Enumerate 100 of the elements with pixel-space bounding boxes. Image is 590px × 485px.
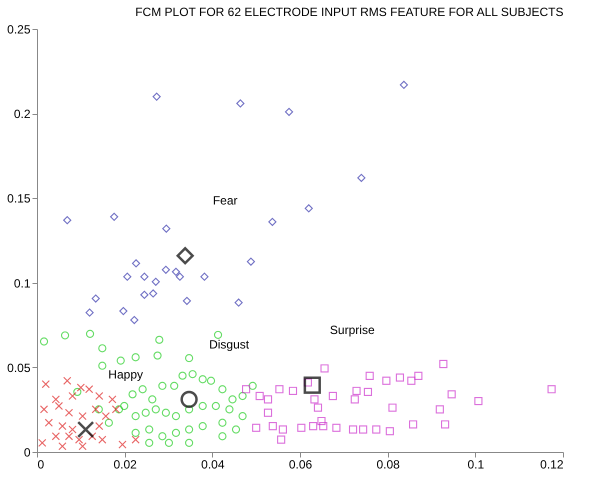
- point: [40, 337, 48, 346]
- point: [414, 372, 422, 380]
- point: [162, 266, 170, 274]
- annotation: Fear: [212, 194, 238, 208]
- point: [268, 422, 277, 430]
- point: [58, 442, 67, 450]
- point: [436, 405, 444, 414]
- point: [366, 372, 374, 380]
- point: [275, 385, 284, 394]
- point: [185, 354, 194, 362]
- point: [246, 258, 255, 266]
- point: [178, 372, 187, 380]
- point: [172, 428, 180, 437]
- point: [182, 296, 191, 305]
- point: [52, 395, 60, 404]
- x-tick-label: 0: [38, 458, 44, 472]
- point: [140, 290, 148, 299]
- point: [238, 392, 247, 400]
- point: [68, 392, 77, 400]
- point: [54, 402, 64, 410]
- point: [149, 289, 158, 298]
- point: [116, 356, 125, 365]
- annotation: Surprise: [330, 323, 375, 338]
- point: [94, 405, 103, 414]
- point: [152, 92, 161, 101]
- point: [58, 422, 67, 430]
- point: [236, 99, 244, 108]
- point: [132, 259, 140, 268]
- point: [104, 418, 113, 427]
- y-tick-label: 0: [24, 446, 31, 460]
- point: [256, 392, 264, 400]
- point: [328, 392, 337, 400]
- annotation: Happy: [108, 367, 143, 382]
- point: [278, 425, 287, 434]
- point: [73, 388, 82, 396]
- x-tick-label: 0.02: [113, 458, 138, 472]
- point: [40, 405, 48, 414]
- point: [359, 425, 368, 434]
- point: [119, 306, 128, 316]
- point: [232, 425, 240, 434]
- point: [170, 382, 178, 390]
- point: [158, 382, 166, 390]
- x-tick-label: 0.12: [540, 458, 564, 472]
- point: [138, 385, 147, 394]
- point: [180, 390, 198, 408]
- point: [198, 402, 207, 410]
- point: [98, 362, 106, 370]
- point: [172, 412, 180, 420]
- y-tick-label: 0.25: [7, 22, 31, 36]
- point: [382, 376, 390, 385]
- point: [364, 388, 372, 396]
- point: [350, 395, 359, 404]
- point: [123, 272, 132, 281]
- y-tick-label: 0.05: [7, 360, 31, 375]
- point: [42, 380, 50, 388]
- point: [76, 420, 94, 438]
- point: [158, 432, 166, 440]
- point: [264, 395, 272, 404]
- point: [409, 420, 418, 429]
- point: [548, 385, 556, 394]
- point: [188, 370, 197, 378]
- point: [63, 216, 72, 224]
- y-tick-label: 0.1: [14, 276, 31, 290]
- point: [128, 390, 137, 398]
- x-tick-label: 0.1: [467, 458, 484, 472]
- point: [86, 330, 94, 338]
- point: [38, 438, 46, 447]
- point: [198, 375, 207, 384]
- point: [44, 418, 53, 427]
- y-tick-label: 0.15: [7, 192, 31, 206]
- point: [252, 424, 260, 432]
- point: [348, 425, 358, 434]
- point: [74, 436, 84, 444]
- point: [152, 278, 160, 286]
- point: [78, 442, 87, 450]
- point: [112, 405, 120, 414]
- point: [98, 344, 106, 352]
- chart-title: FCM PLOT FOR 62 ELECTRODE INPUT RMS FEATURE FOR ALL SUBJECTS: [135, 5, 564, 19]
- point: [248, 382, 257, 390]
- point: [234, 298, 243, 307]
- x-tick-label: 0.08: [376, 458, 400, 472]
- point: [320, 364, 329, 372]
- point: [114, 405, 124, 414]
- y-tick-label: 0.2: [14, 107, 31, 122]
- point: [400, 80, 408, 89]
- point: [76, 383, 85, 392]
- point: [95, 392, 104, 400]
- point: [102, 412, 110, 420]
- point: [407, 376, 416, 385]
- point: [372, 425, 380, 434]
- point: [218, 385, 226, 394]
- point: [118, 440, 127, 449]
- point: [132, 412, 140, 420]
- point: [317, 416, 326, 426]
- point: [206, 376, 216, 385]
- point: [142, 408, 150, 417]
- point: [388, 404, 397, 412]
- point: [474, 396, 482, 406]
- point: [176, 272, 184, 281]
- point: [60, 331, 70, 340]
